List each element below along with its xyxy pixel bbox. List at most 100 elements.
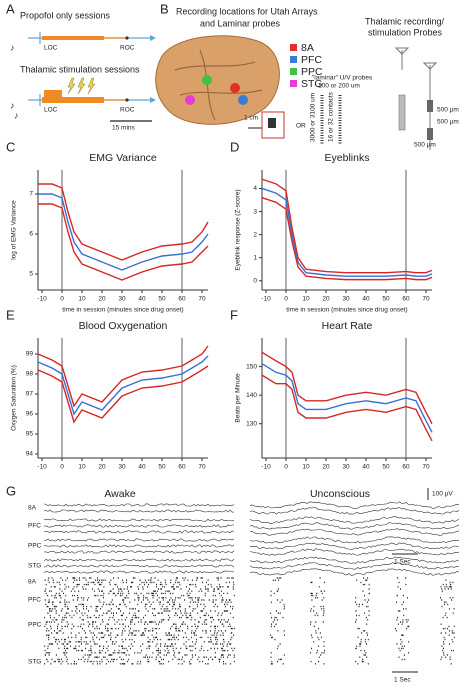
y-tick-label: 5 xyxy=(29,271,33,278)
label: 100 µV xyxy=(432,491,453,498)
raster-label: 8A xyxy=(28,579,37,586)
lfp-trace xyxy=(249,501,460,509)
y-axis-label: Oxygen Saturation (%) xyxy=(11,365,18,431)
y-tick-label: 1 xyxy=(253,254,257,261)
y-axis-label: Eyeblink response (Z-score) xyxy=(235,189,242,270)
legend-label: PPC xyxy=(301,66,323,78)
raster-label: PPC xyxy=(28,622,42,629)
lfp-trace xyxy=(249,536,460,544)
lfp-trace xyxy=(249,528,460,536)
trace-label: PPC xyxy=(28,543,42,550)
lfp-trace xyxy=(43,518,235,522)
chart-title: Blood Oxygenation xyxy=(79,320,168,332)
panel-letter: C xyxy=(6,139,15,154)
trace-label: STG xyxy=(28,563,41,570)
chart-title: EMG Variance xyxy=(89,152,157,164)
x-tick-label: 0 xyxy=(60,464,64,471)
probes xyxy=(320,47,438,150)
x-tick-label: 40 xyxy=(138,464,146,471)
lfp-trace xyxy=(249,542,460,550)
brain xyxy=(155,35,285,139)
y-tick-label: 3 xyxy=(253,208,257,215)
x-tick-label: 70 xyxy=(422,296,430,303)
y-tick-label: 140 xyxy=(246,392,257,399)
x-tick-label: 50 xyxy=(382,296,390,303)
lfp-trace xyxy=(44,530,235,534)
series-line xyxy=(38,203,209,281)
lfp-trace xyxy=(43,570,235,574)
trace-label: PFC xyxy=(28,523,41,530)
label: 16 or 32 contacts xyxy=(328,91,335,142)
x-tick-label: 50 xyxy=(158,296,166,303)
series-line xyxy=(37,355,209,416)
legend-swatch xyxy=(290,44,297,51)
label: ROC xyxy=(120,107,135,114)
series-line xyxy=(261,351,433,425)
x-axis-label: time in session (minutes since drug onse… xyxy=(286,307,407,314)
panel-letter: F xyxy=(230,307,238,322)
legend-swatch xyxy=(290,68,297,75)
panel-letter: E xyxy=(6,307,15,322)
series-line xyxy=(261,374,433,442)
x-tick-label: 30 xyxy=(342,296,350,303)
label: 500 µm xyxy=(437,119,459,126)
x-tick-label: 20 xyxy=(322,296,330,303)
y-tick-label: 2 xyxy=(253,231,257,238)
label: 1 Sec xyxy=(394,559,411,566)
lfp-trace xyxy=(249,548,460,556)
label: Thalamic recording/ xyxy=(365,16,445,26)
series-line xyxy=(261,363,433,433)
lfp-trace xyxy=(44,550,235,554)
x-tick-label: 60 xyxy=(178,296,186,303)
x-tick-label: 40 xyxy=(362,464,370,471)
svg-text:♪: ♪ xyxy=(10,100,15,110)
lfp-trace xyxy=(43,544,235,548)
lfp-trace xyxy=(249,507,460,515)
label: Awake xyxy=(104,488,135,500)
lfp-trace xyxy=(43,509,234,513)
x-tick-label: 0 xyxy=(284,464,288,471)
label: Thalamic stimulation sessions xyxy=(20,64,140,74)
lfp-trace xyxy=(249,562,460,570)
lfp-trace xyxy=(249,568,460,576)
x-tick-label: 0 xyxy=(60,296,64,303)
series-line xyxy=(37,365,209,424)
chart-title: Heart Rate xyxy=(322,320,373,332)
trace-label: 8A xyxy=(28,505,37,512)
label: "laminar" U/V probes xyxy=(312,75,373,82)
x-tick-label: 40 xyxy=(138,296,146,303)
y-tick-label: 98 xyxy=(26,371,34,378)
x-tick-label: 70 xyxy=(198,464,206,471)
label: 1 Sec xyxy=(394,677,411,684)
raster-label: PFC xyxy=(28,597,41,604)
raster-label: STG xyxy=(28,659,41,666)
legend-label: 8A xyxy=(301,42,314,54)
x-tick-label: 50 xyxy=(382,464,390,471)
label: 3000 or 3100 um xyxy=(310,93,317,142)
x-tick-label: 20 xyxy=(322,464,330,471)
x-tick-label: 10 xyxy=(302,296,310,303)
y-tick-label: 96 xyxy=(26,411,34,418)
x-tick-label: 30 xyxy=(118,464,126,471)
lfp-trace xyxy=(43,524,235,528)
x-tick-label: -10 xyxy=(261,296,271,303)
x-tick-label: 10 xyxy=(302,464,310,471)
x-tick-label: -10 xyxy=(37,296,47,303)
label: 15 mins xyxy=(112,125,136,132)
panel-letter: A xyxy=(6,1,15,16)
y-axis-label: Beats per Minute xyxy=(235,373,242,423)
label: stimulation Probes xyxy=(368,27,443,37)
label: LOC xyxy=(44,45,58,52)
x-tick-label: -10 xyxy=(261,464,271,471)
x-tick-label: 30 xyxy=(342,464,350,471)
label: and Laminar probes xyxy=(200,18,281,28)
x-tick-label: 20 xyxy=(98,296,106,303)
series-line xyxy=(261,187,433,277)
panel-letter: D xyxy=(230,139,239,154)
label: 500 µm xyxy=(437,107,459,114)
x-axis-label: time in session (minutes since drug onse… xyxy=(62,307,183,314)
label: Propofol only sessions xyxy=(20,10,111,20)
y-tick-label: 99 xyxy=(26,351,34,358)
x-tick-label: 30 xyxy=(118,296,126,303)
series-line xyxy=(261,197,433,281)
